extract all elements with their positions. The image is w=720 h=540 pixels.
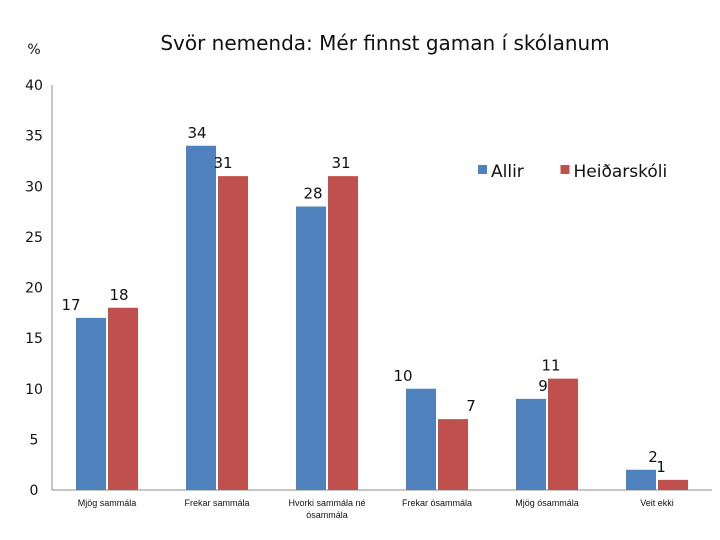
chart-title: Svör nemenda: Mér finnst gaman í skólanu… <box>160 31 609 55</box>
bar <box>516 398 546 490</box>
legend: Allir Heiðarskóli <box>478 162 667 182</box>
bar <box>406 388 436 490</box>
y-tick-label: 25 <box>25 230 43 246</box>
legend-label: Heiðarskóli <box>574 162 668 182</box>
bar <box>296 206 326 490</box>
data-label: 7 <box>466 397 476 415</box>
y-tick-label: 5 <box>30 432 39 448</box>
x-tick-label: Frekar sammála <box>184 498 249 508</box>
data-label: 28 <box>303 185 322 203</box>
y-tick-label: 10 <box>25 382 43 398</box>
bar <box>328 176 358 490</box>
data-label: 31 <box>213 154 232 172</box>
data-label: 10 <box>393 367 412 385</box>
data-label: 34 <box>187 124 206 142</box>
y-tick-label: 40 <box>25 78 43 94</box>
data-label: 9 <box>538 377 548 395</box>
x-tick-label: Frekar ósammála <box>402 498 472 508</box>
data-label: 1 <box>656 458 666 476</box>
y-tick-label: 15 <box>25 331 43 347</box>
x-tick-label: Veit ekki <box>640 498 674 508</box>
y-axis-label: % <box>27 42 40 58</box>
bar <box>108 307 138 490</box>
y-tick-label: 35 <box>25 129 43 145</box>
legend-label: Allir <box>491 162 524 182</box>
x-axis-ticks: Mjög sammála Frekar sammála Hvorki sammála… <box>78 498 674 520</box>
data-label: 17 <box>61 296 80 314</box>
x-tick-label: Mjög ósammála <box>515 498 579 508</box>
bar-marks <box>76 145 688 490</box>
data-label: 11 <box>541 357 560 375</box>
legend-swatch <box>478 165 487 174</box>
data-labels: 17 18 34 31 28 31 10 7 9 11 21 <box>61 124 665 476</box>
bar <box>548 378 578 490</box>
bar <box>626 469 656 490</box>
x-tick-label: Hvorki sammála né ósammála <box>288 498 365 520</box>
legend-swatch <box>560 165 570 174</box>
y-tick-label: 20 <box>25 281 43 297</box>
bar <box>76 317 106 490</box>
bar <box>658 479 688 490</box>
bar <box>218 176 248 490</box>
x-tick-label: Mjög sammála <box>78 498 137 508</box>
y-axis-ticks: 0 5 10 15 20 25 30 35 40 <box>25 78 43 499</box>
y-tick-label: 30 <box>25 179 43 195</box>
data-label: 2 <box>648 448 658 466</box>
bar <box>438 419 468 490</box>
bar <box>186 145 216 490</box>
data-label: 31 <box>331 154 350 172</box>
data-label: 18 <box>109 286 128 304</box>
y-tick-label: 0 <box>30 483 39 499</box>
